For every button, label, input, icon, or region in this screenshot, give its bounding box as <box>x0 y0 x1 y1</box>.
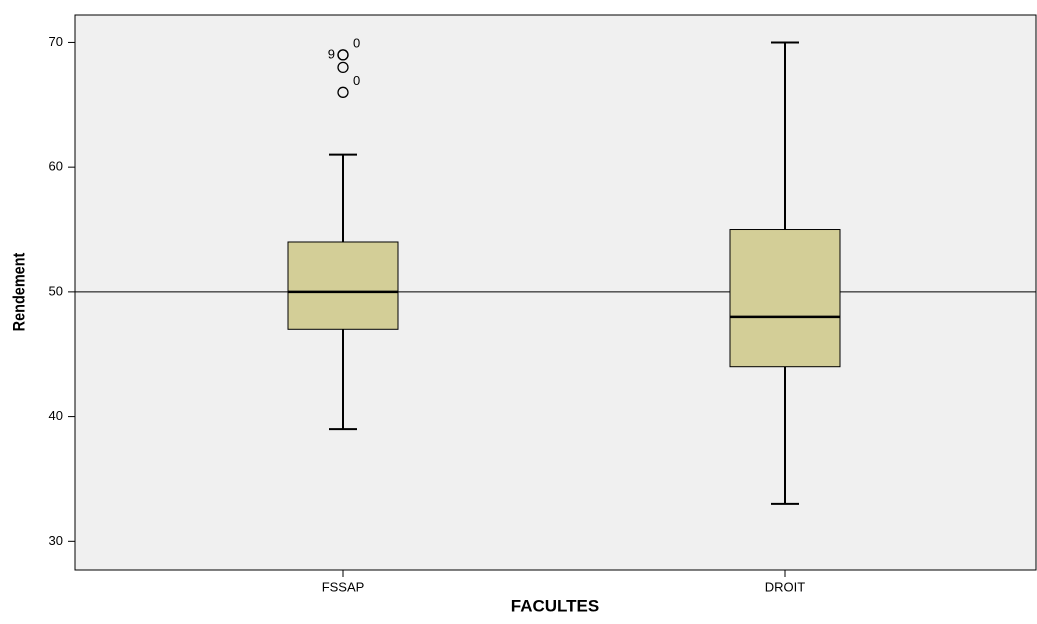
y-axis-title: Rendement <box>10 252 28 331</box>
box <box>729 229 841 368</box>
outlier <box>337 86 349 98</box>
x-tick-label: FSSAP <box>322 579 365 594</box>
outlier-label: 0 <box>353 35 360 50</box>
box <box>287 241 399 330</box>
y-tick-label: 70 <box>49 34 63 49</box>
y-tick-label: 60 <box>49 159 63 174</box>
y-tick-label: 50 <box>49 283 63 298</box>
outlier <box>337 49 349 61</box>
y-tick-label: 40 <box>49 408 63 423</box>
x-axis-title: FACULTES <box>511 596 599 615</box>
outlier-label: 9 <box>328 46 335 61</box>
y-tick-label: 30 <box>49 533 63 548</box>
outlier <box>337 61 349 74</box>
x-tick-label: DROIT <box>765 579 806 594</box>
outlier-label: 0 <box>353 73 360 88</box>
plot-area <box>74 14 1037 571</box>
